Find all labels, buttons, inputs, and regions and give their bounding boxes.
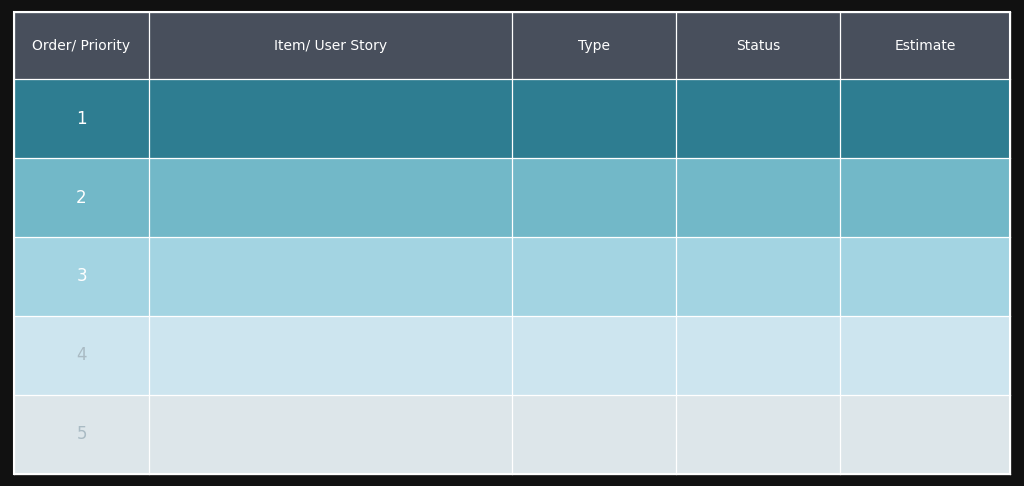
Bar xyxy=(14,158,148,237)
Bar xyxy=(148,12,512,79)
Bar xyxy=(676,79,841,158)
Text: Item/ User Story: Item/ User Story xyxy=(273,38,387,52)
Bar xyxy=(676,237,841,316)
Bar xyxy=(512,12,676,79)
Text: 3: 3 xyxy=(76,267,87,285)
Bar xyxy=(676,395,841,474)
Bar xyxy=(512,316,676,395)
Text: Estimate: Estimate xyxy=(894,38,955,52)
Bar xyxy=(14,237,148,316)
Bar xyxy=(512,395,676,474)
Bar xyxy=(148,395,512,474)
Text: Order/ Priority: Order/ Priority xyxy=(33,38,131,52)
Text: 2: 2 xyxy=(76,189,87,207)
Bar xyxy=(148,158,512,237)
Bar xyxy=(148,316,512,395)
Bar xyxy=(676,316,841,395)
Bar xyxy=(148,79,512,158)
Bar xyxy=(841,158,1010,237)
Bar xyxy=(14,12,148,79)
Bar xyxy=(14,79,148,158)
Text: 5: 5 xyxy=(76,425,87,443)
Bar xyxy=(14,316,148,395)
Bar xyxy=(841,395,1010,474)
Bar xyxy=(841,316,1010,395)
Bar xyxy=(512,79,676,158)
Text: Type: Type xyxy=(579,38,610,52)
Bar xyxy=(676,158,841,237)
Bar xyxy=(512,158,676,237)
Text: Status: Status xyxy=(736,38,780,52)
Text: 4: 4 xyxy=(76,347,87,364)
Bar xyxy=(841,237,1010,316)
Bar xyxy=(148,237,512,316)
Bar xyxy=(841,12,1010,79)
Bar xyxy=(512,237,676,316)
Bar xyxy=(14,395,148,474)
Bar xyxy=(676,12,841,79)
Text: 1: 1 xyxy=(76,109,87,127)
Bar xyxy=(841,79,1010,158)
